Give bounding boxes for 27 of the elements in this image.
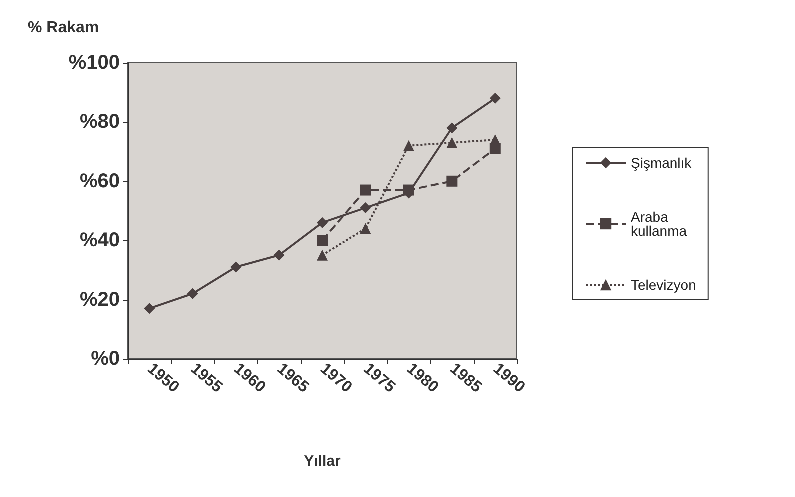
- point: [490, 93, 501, 104]
- legend-label: Şişmanlık: [631, 155, 693, 171]
- y-tick-label: %0: [91, 348, 120, 370]
- point: [317, 250, 328, 261]
- point: [446, 122, 458, 134]
- y-tick-label: %20: [80, 288, 120, 311]
- point: [317, 235, 328, 246]
- y-tick-label: %80: [80, 111, 120, 134]
- point: [187, 288, 198, 300]
- point: [360, 184, 372, 196]
- y-tick-label: %100: [68, 52, 120, 74]
- point: [274, 250, 285, 261]
- y-tick-label: %60: [80, 170, 120, 192]
- point: [230, 262, 242, 273]
- point: [446, 137, 458, 148]
- y-tick-label: %40: [80, 230, 120, 252]
- point: [403, 140, 414, 152]
- point: [360, 223, 372, 234]
- y-axis-title: % Rakam: [28, 20, 100, 36]
- point: [317, 217, 328, 228]
- point: [490, 143, 501, 154]
- point: [446, 176, 458, 187]
- x-axis-title: Yıllar: [304, 453, 342, 470]
- point: [144, 303, 156, 314]
- legend-label: Araba kullanma: [631, 209, 688, 239]
- point: [360, 202, 372, 214]
- legend-label: Televizyon: [631, 277, 696, 293]
